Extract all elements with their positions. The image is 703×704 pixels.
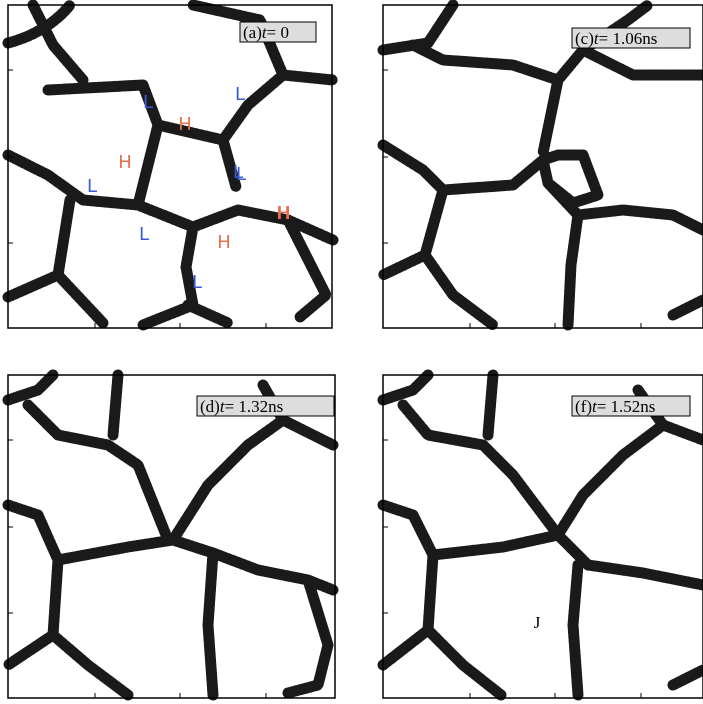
marker-letter: J xyxy=(534,613,541,632)
marker-letter: H xyxy=(178,114,192,135)
panel-d xyxy=(8,375,335,698)
label-part: = 0 xyxy=(267,23,289,42)
figure: (a)t= 0 (c)t= 1.06ns (d)t= 1.32ns (f)t= … xyxy=(0,0,703,704)
svg-text:(f)t= 1.52ns: (f)t= 1.52ns xyxy=(575,397,655,416)
grain-boundaries xyxy=(8,375,333,695)
panel-label: (f)t= 1.52ns xyxy=(572,396,690,416)
marker-letter: H xyxy=(217,232,231,253)
label-part: (d) xyxy=(200,397,220,416)
label-part: = 1.52ns xyxy=(597,397,656,416)
label-part: = 1.32ns xyxy=(225,397,284,416)
label-part: = 1.06ns xyxy=(599,29,658,48)
label-part: (f) xyxy=(575,397,592,416)
label-part: (a) xyxy=(243,23,262,42)
panel-label: (d)t= 1.32ns xyxy=(197,396,334,416)
marker-letter: H xyxy=(118,152,132,173)
grain-boundaries xyxy=(8,5,333,325)
marker-letter: L xyxy=(192,272,202,293)
svg-text:(c)t= 1.06ns: (c)t= 1.06ns xyxy=(575,29,657,48)
grain-boundaries xyxy=(383,5,703,325)
panel-label: (a)t= 0 xyxy=(240,22,316,42)
svg-text:(d)t= 1.32ns: (d)t= 1.32ns xyxy=(200,397,283,416)
marker-letter: L xyxy=(235,84,245,105)
panel-a xyxy=(8,5,333,328)
marker-letter: L xyxy=(143,92,153,113)
marker-letter: L xyxy=(233,162,243,183)
svg-text:(a)t= 0: (a)t= 0 xyxy=(243,23,289,42)
grain-boundaries xyxy=(383,375,703,695)
label-part: (c) xyxy=(575,29,594,48)
marker-letter: L xyxy=(87,176,97,197)
marker-letter: L xyxy=(139,224,149,245)
panel-label: (c)t= 1.06ns xyxy=(572,28,690,48)
panel-f xyxy=(383,375,703,698)
panel-c xyxy=(383,5,703,328)
marker-letter: H xyxy=(277,203,291,224)
